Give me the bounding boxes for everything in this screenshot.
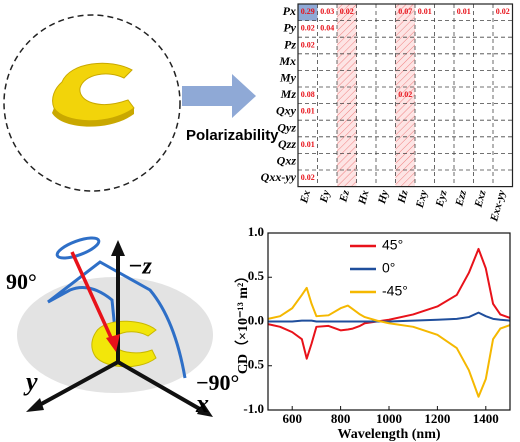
- cell-value: 0.02: [496, 7, 510, 16]
- x-tick-label: 800: [331, 411, 351, 426]
- polarization-ring: [55, 236, 101, 260]
- cell-value: 0.01: [418, 7, 432, 16]
- row-label: Qxy: [276, 104, 297, 118]
- x-tick-label: 1200: [424, 411, 450, 426]
- cell-value: 0.02: [301, 173, 315, 182]
- column-label: Ey: [318, 189, 333, 205]
- row-label: My: [279, 70, 297, 84]
- dashed-circle: [3, 14, 181, 192]
- cell-value: 0.29: [301, 7, 315, 16]
- column-label: Ex: [298, 188, 313, 205]
- x-tick-label: 600: [282, 411, 302, 426]
- column-label: Exy: [414, 189, 430, 210]
- column-label: Hz: [395, 188, 410, 205]
- cell-value: 0.02: [340, 7, 354, 16]
- column-label: Ez: [337, 188, 352, 204]
- x-axis: [117, 360, 206, 414]
- column-label: Eyz: [433, 188, 449, 209]
- plot-frame: [267, 232, 511, 411]
- cell-value: 0.01: [301, 107, 315, 116]
- row-label: Qyz: [277, 120, 296, 134]
- x-tick-label: 1400: [473, 411, 499, 426]
- y-axis: [33, 360, 119, 410]
- cd-chart: -1.0 -0.5 0.0 0.5 1.0 600 800 1000 1200 1400 Wavel…: [235, 224, 511, 442]
- hatched-column: [337, 4, 357, 187]
- cell-value: 0.02: [301, 24, 315, 33]
- series-line: [268, 311, 511, 323]
- incident-beam: [70, 251, 115, 343]
- arrow: [182, 74, 256, 118]
- arrowhead: [197, 402, 213, 417]
- column-label: Exx-yy: [488, 189, 508, 224]
- cell-value: 0.01: [301, 140, 315, 149]
- y-tick-label: 1.0: [248, 224, 264, 239]
- axis-label: y: [23, 367, 38, 396]
- angle-label: 90°: [6, 269, 37, 294]
- angle-arc: [47, 260, 187, 379]
- legend-label: 45°: [382, 237, 403, 253]
- y-tick-label: -0.5: [243, 357, 264, 372]
- axis-label: −z: [128, 254, 153, 280]
- row-label: Qxz: [277, 153, 297, 167]
- arrowhead: [26, 398, 44, 412]
- highlight-cell: [298, 4, 318, 21]
- row-label: Qzz: [278, 137, 296, 151]
- column-label: Hy: [376, 189, 391, 206]
- cell-value: 0.02: [398, 90, 412, 99]
- legend-label: 0°: [382, 260, 395, 276]
- particle-side: [52, 108, 134, 127]
- row-label: Px: [283, 4, 296, 18]
- x-tick-label: 1000: [376, 411, 402, 426]
- series-line: [267, 286, 511, 398]
- matrix-frame: [297, 3, 514, 188]
- y-tick-label: 0.0: [248, 312, 264, 327]
- column-label: Exz: [472, 188, 488, 209]
- arrowhead: [106, 334, 120, 352]
- cell-value: 0.04: [320, 24, 334, 33]
- row-label: Qxx-yy: [261, 170, 297, 184]
- hatched-column: [395, 4, 415, 187]
- angle-label: −90°: [196, 370, 239, 395]
- particle: [52, 62, 135, 122]
- column-label: Ezz: [453, 188, 469, 208]
- cell-value: 0.02: [301, 40, 315, 49]
- legend-label: -45°: [382, 283, 408, 299]
- cell-value: 0.07: [398, 7, 412, 16]
- y-tick-label: 0.5: [248, 268, 265, 283]
- x-axis-title: Wavelength (nm): [337, 427, 440, 442]
- row-label: Py: [283, 21, 296, 35]
- cell-value: 0.01: [457, 7, 471, 16]
- row-label: Mx: [278, 54, 296, 68]
- cell-value: 0.03: [320, 7, 334, 16]
- cell-value: 0.08: [301, 90, 315, 99]
- arrowhead: [111, 240, 125, 256]
- y-axis-title: CD（×10⁻¹³ m²）: [235, 269, 251, 374]
- axis-label: x: [195, 389, 209, 418]
- polarizability-label: Polarizability: [186, 127, 279, 144]
- y-tick-label: -1.0: [243, 401, 264, 416]
- row-label: Pz: [284, 37, 296, 51]
- column-label: Hx: [356, 188, 372, 206]
- row-label: Mz: [280, 87, 297, 101]
- series-line: [267, 247, 511, 360]
